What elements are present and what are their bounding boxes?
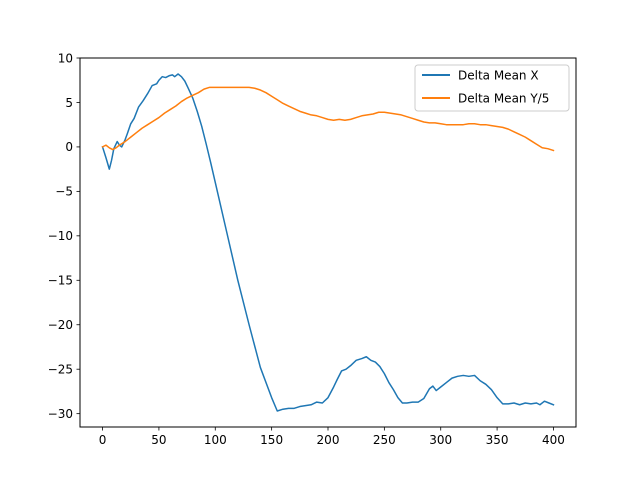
- y-tick-label: 0: [65, 140, 73, 154]
- y-tick-label: −25: [48, 363, 73, 377]
- x-tick-label: 150: [260, 433, 283, 447]
- x-tick-label: 200: [317, 433, 340, 447]
- x-tick-label: 0: [99, 433, 107, 447]
- series-line-delta-mean-x: [101, 73, 555, 412]
- legend-label-delta-mean-x: Delta Mean X: [458, 69, 539, 83]
- y-tick-label: 10: [58, 51, 73, 65]
- x-axis-ticks: 0 50 100 150 200 250 300 350 400: [99, 427, 565, 447]
- x-tick-label: 350: [486, 433, 509, 447]
- y-tick-label: −30: [48, 407, 73, 421]
- y-tick-label: −20: [48, 318, 73, 332]
- legend-label-delta-mean-y5: Delta Mean Y/5: [458, 92, 549, 106]
- legend-box: [414, 64, 570, 112]
- y-tick-label: −5: [55, 185, 73, 199]
- x-tick-label: 400: [542, 433, 565, 447]
- legend: Delta Mean X Delta Mean Y/5: [414, 64, 570, 112]
- series-line-delta-mean-y-5: [101, 86, 555, 152]
- y-tick-label: −15: [48, 274, 73, 288]
- y-tick-label: 5: [65, 96, 73, 110]
- y-tick-label: −10: [48, 229, 73, 243]
- x-tick-label: 300: [429, 433, 452, 447]
- y-axis-ticks: 10 5 0 −5 −10 −15 −20 −25 −30: [48, 51, 80, 421]
- x-tick-label: 250: [373, 433, 396, 447]
- axes-frame: [79, 57, 577, 428]
- axes: [79, 57, 577, 428]
- x-tick-label: 100: [204, 433, 227, 447]
- x-tick-label: 50: [151, 433, 166, 447]
- plot-area: [101, 73, 555, 412]
